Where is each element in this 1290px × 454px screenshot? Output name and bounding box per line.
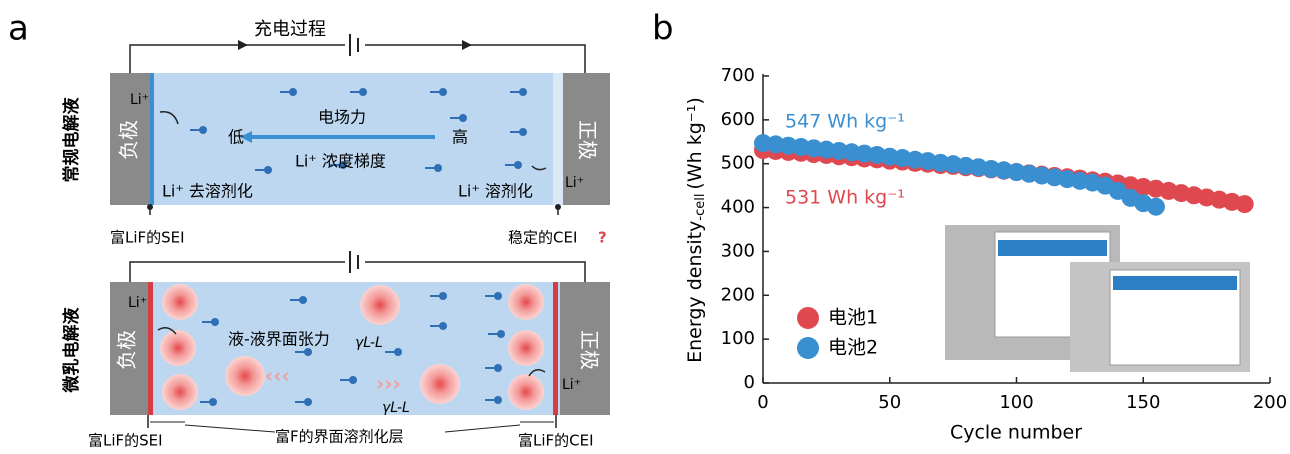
- x-tick-label: 200: [1253, 392, 1287, 413]
- x-tick-label: 50: [878, 392, 901, 413]
- field-label: 电场力: [318, 108, 366, 127]
- x-axis-label: Cycle number: [950, 422, 1082, 444]
- y-tick-label: 100: [721, 328, 755, 349]
- y-tick-label: 400: [721, 197, 755, 218]
- y-tick-label: 200: [721, 284, 755, 305]
- li-label: Li⁺: [565, 175, 584, 191]
- gamma-label: γL-L: [355, 335, 383, 351]
- electrolyte-name: 常规电解液: [61, 98, 82, 183]
- cathode-label: 正极: [578, 330, 602, 370]
- inset-photo: [945, 225, 1250, 372]
- data-point: [1236, 195, 1254, 213]
- li-label: Li⁺: [128, 295, 147, 311]
- high-label: 高: [452, 128, 468, 147]
- li-label: Li⁺: [130, 92, 149, 108]
- legend-marker: [797, 337, 819, 359]
- annotation: 531 Wh kg⁻¹: [785, 187, 905, 209]
- li-label: Li⁺: [562, 377, 581, 393]
- y-tick-label: 700: [721, 65, 755, 86]
- x-tick-label: 100: [999, 392, 1033, 413]
- process-title: 充电过程: [254, 19, 326, 40]
- panel-label: a: [8, 9, 29, 49]
- sei-label: 富LiF的SEI: [88, 432, 163, 450]
- y-label-unit: (Wh kg⁻¹): [684, 97, 706, 189]
- gradient-label: Li⁺ 浓度梯度: [295, 152, 386, 171]
- question-mark: ?: [598, 229, 607, 247]
- layer-label: 富F的界面溶剂化层: [275, 428, 404, 446]
- electrolyte-name: 微乳电解液: [61, 308, 82, 394]
- y-axis-label: Energy density-cell (Wh kg⁻¹): [684, 97, 708, 363]
- anode-label: 负极: [115, 330, 139, 370]
- cei-label: 富LiF的CEI: [518, 432, 594, 450]
- y-label-sub: -cell: [693, 194, 708, 221]
- sei-label: 富LiF的SEI: [110, 229, 185, 247]
- solvation-label: Li⁺ 溶剂化: [458, 182, 533, 201]
- legend-marker: [797, 307, 819, 329]
- y-tick-label: 600: [721, 109, 755, 130]
- svg-text:›››: ›››: [376, 372, 401, 396]
- low-label: 低: [228, 128, 244, 147]
- figure: a 充电过程 常规电解液 负极 正极 Li⁺ Li⁺ 电场力 低 高 Li⁺ 浓…: [0, 0, 1290, 450]
- x-tick-label: 0: [757, 392, 768, 413]
- tension-label: 液-液界面张力: [228, 330, 330, 349]
- desolvation-label: Li⁺ 去溶剂化: [162, 182, 253, 201]
- panel-label: b: [652, 9, 674, 49]
- y-tick-label: 300: [721, 240, 755, 261]
- y-tick-label: 0: [744, 372, 755, 393]
- legend-label: 电池1: [828, 307, 878, 329]
- cei-label: 稳定的CEI: [508, 229, 577, 247]
- y-label-main: Energy density: [684, 221, 706, 363]
- gamma-label: γL-L: [382, 400, 410, 416]
- y-tick-label: 500: [721, 153, 755, 174]
- data-point: [1147, 198, 1165, 216]
- x-tick-label: 150: [1126, 392, 1160, 413]
- legend-label: 电池2: [828, 337, 878, 359]
- svg-text:‹‹‹: ‹‹‹: [265, 364, 290, 388]
- cathode-label: 正极: [576, 120, 600, 160]
- annotation: 547 Wh kg⁻¹: [785, 111, 905, 133]
- anode-label: 负极: [117, 120, 141, 160]
